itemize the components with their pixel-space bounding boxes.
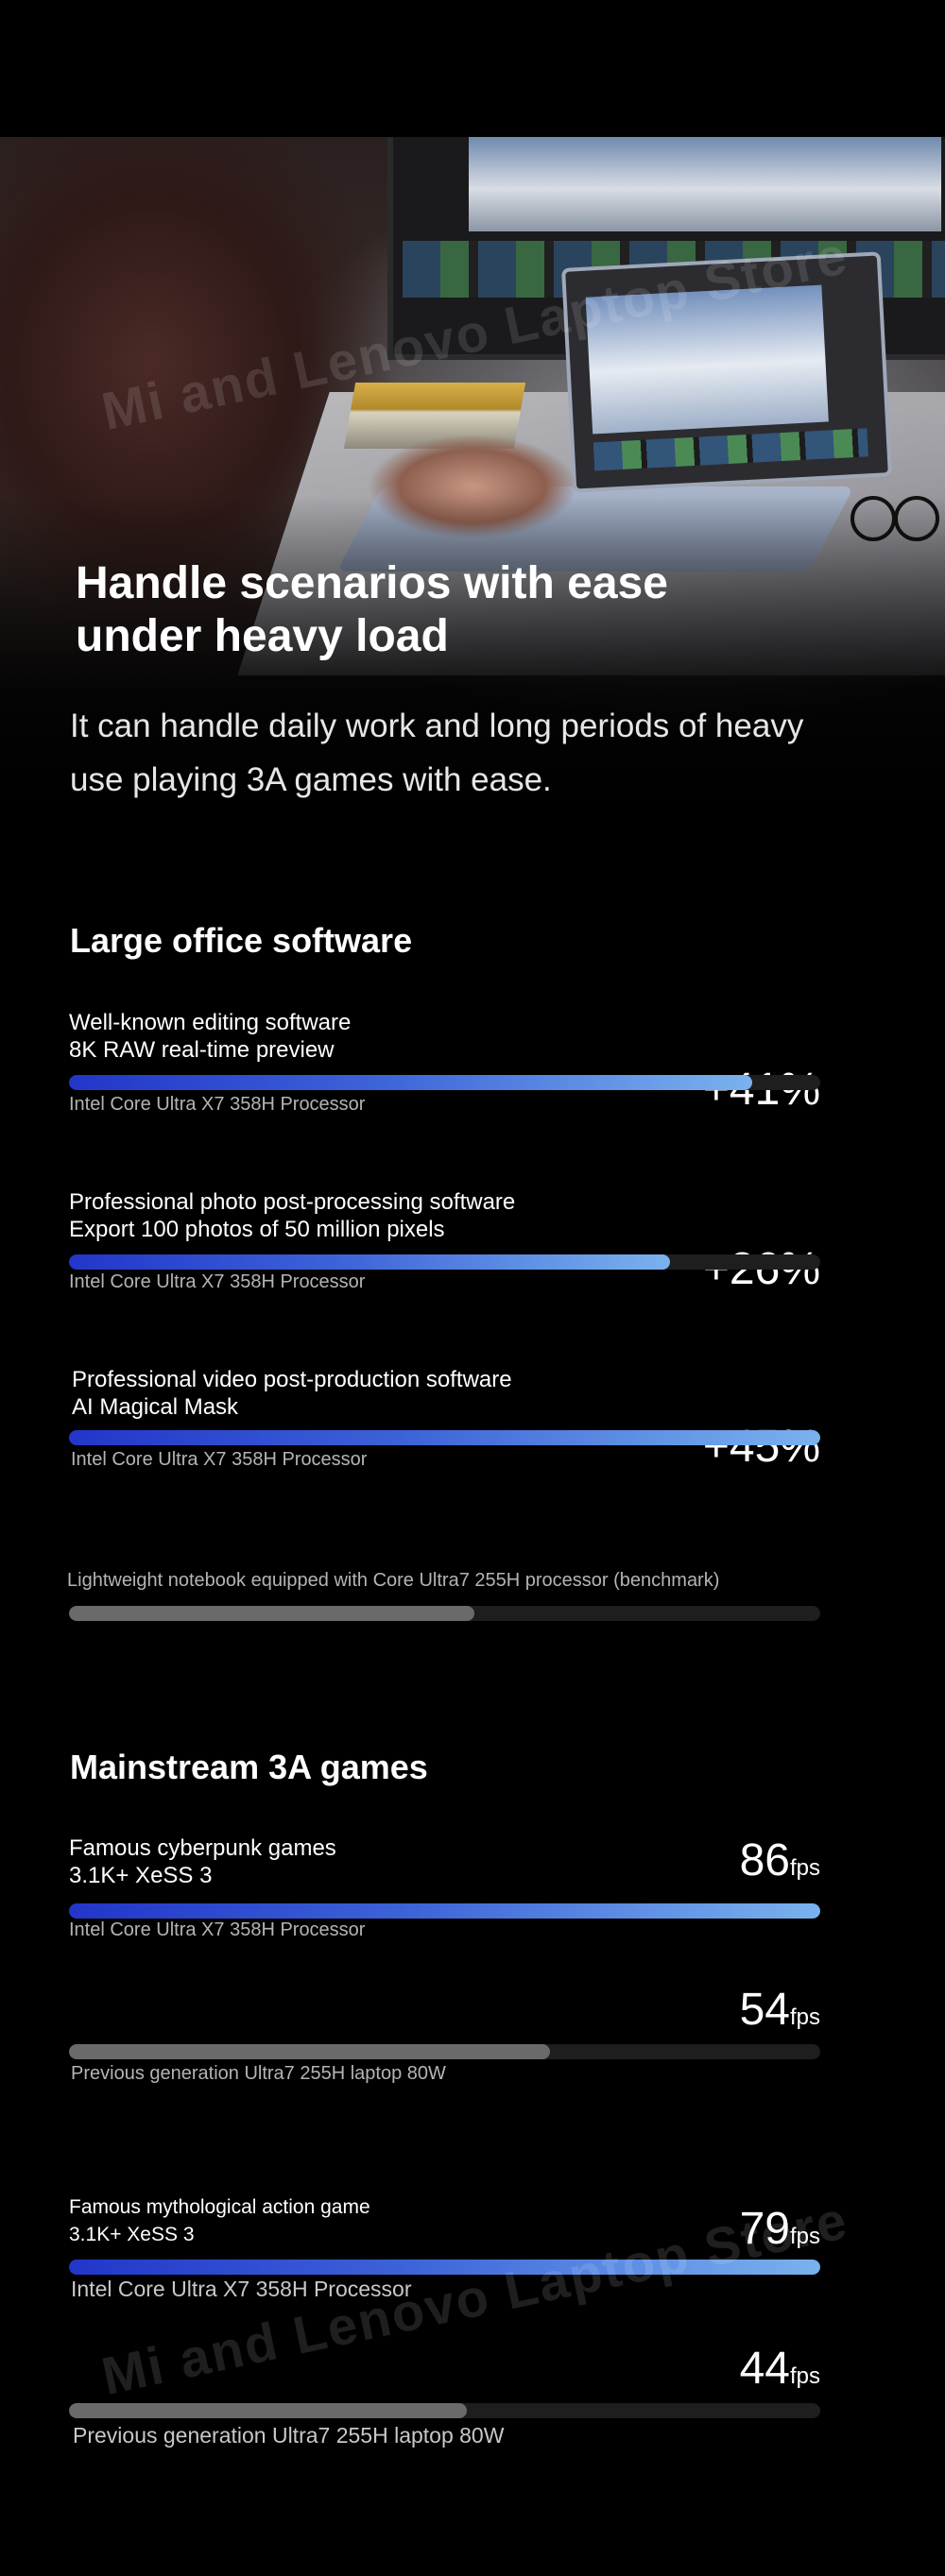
bench-processor: Intel Core Ultra X7 358H Processor — [69, 1271, 366, 1292]
hero-image — [0, 137, 945, 817]
bench-gain: +45% — [702, 1422, 820, 1472]
bench-bar — [69, 2260, 820, 2275]
bench-fps: 54fps — [739, 1985, 820, 2035]
bench-bar-fill — [69, 2403, 468, 2418]
bench-bar — [69, 1430, 820, 1445]
bench-bar — [69, 1075, 820, 1090]
hero-title: Handle scenarios with ease under heavy l… — [76, 558, 668, 661]
bench-bar — [69, 2044, 820, 2059]
hands — [369, 430, 576, 543]
office-section-title: Large office software — [70, 921, 413, 960]
games-section-title: Mainstream 3A games — [70, 1748, 428, 1786]
bench-fps: 79fps — [739, 2204, 820, 2254]
bench-processor: Intel Core Ultra X7 358H Processor — [69, 1919, 366, 1940]
bench-label: Professional video post-production softw… — [72, 1367, 512, 1420]
bench-processor: Previous generation Ultra7 255H laptop 8… — [71, 2063, 446, 2084]
bench-bar-fill — [69, 1254, 670, 1270]
monitor-screen — [469, 137, 941, 231]
bench-fps: 86fps — [739, 1835, 820, 1885]
bench-processor: Intel Core Ultra X7 358H Processor — [71, 1449, 368, 1470]
bench-bar — [69, 2403, 820, 2418]
bench-label: Famous cyberpunk games 3.1K+ XeSS 3 — [69, 1835, 336, 1888]
bench-bar-fill — [69, 2260, 820, 2275]
bench-label: Well-known editing software 8K RAW real-… — [69, 1010, 352, 1063]
baseline-bar — [69, 1606, 820, 1621]
bench-processor: Intel Core Ultra X7 358H Processor — [69, 1094, 366, 1115]
office-bench-1: Well-known editing software 8K RAW real-… — [69, 1009, 820, 1122]
bench-bar-fill — [69, 2044, 550, 2059]
bench-bar — [69, 1903, 820, 1919]
bench-processor: Previous generation Ultra7 255H laptop 8… — [73, 2423, 505, 2448]
game-bench-1-old: 54fps Previous generation Ultra7 255H la… — [69, 1984, 820, 2088]
hero-subtitle: It can handle daily work and long period… — [70, 708, 804, 798]
laptop-timeline — [593, 428, 868, 471]
office-baseline: Lightweight notebook equipped with Core … — [67, 1570, 820, 1627]
bench-bar — [69, 1254, 820, 1270]
bench-processor: Intel Core Ultra X7 358H Processor — [71, 2277, 412, 2301]
baseline-bar-fill — [69, 1606, 475, 1621]
bench-bar-fill — [69, 1903, 820, 1919]
bench-fps: 44fps — [739, 2344, 820, 2394]
baseline-label: Lightweight notebook equipped with Core … — [67, 1570, 720, 1591]
bench-label: Famous mythological action game 3.1K+ Xe… — [69, 2196, 370, 2245]
bench-bar-fill — [69, 1430, 820, 1445]
bench-bar-fill — [69, 1075, 753, 1090]
bench-label: Professional photo post-processing softw… — [69, 1189, 516, 1242]
office-bench-2: Professional photo post-processing softw… — [69, 1188, 820, 1302]
game-bench-2-old: 44fps Previous generation Ultra7 255H la… — [69, 2343, 820, 2448]
game-bench-2-new: Famous mythological action game 3.1K+ Xe… — [69, 2193, 820, 2307]
glasses — [850, 496, 939, 543]
office-bench-3: Professional video post-production softw… — [69, 1366, 820, 1479]
game-bench-1-new: Famous cyberpunk games 3.1K+ XeSS 3 86fp… — [69, 1834, 820, 1948]
